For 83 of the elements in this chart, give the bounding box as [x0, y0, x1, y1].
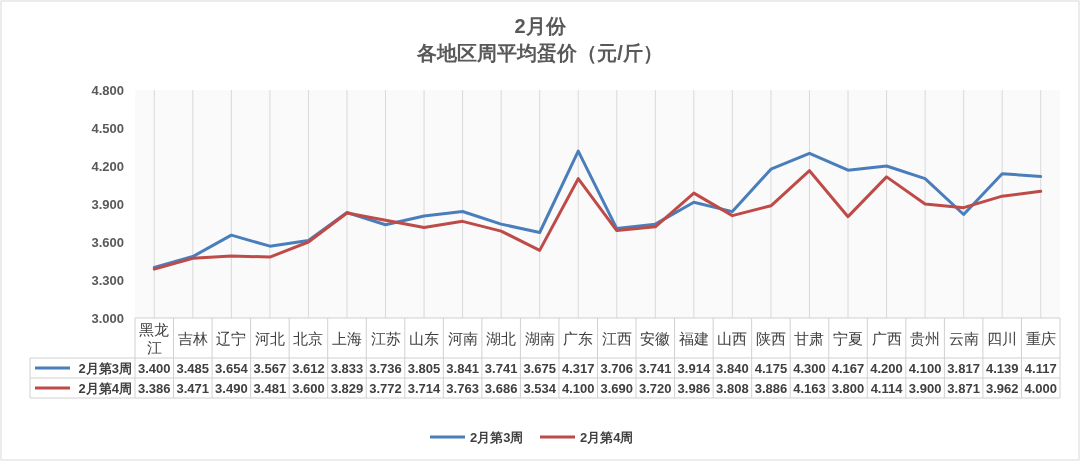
data-label: 3.886 [754, 381, 788, 396]
data-label: 3.833 [330, 361, 364, 376]
x-tick-label: 吉林 [177, 331, 208, 347]
x-tick-label: 福建 [678, 331, 709, 347]
data-label: 3.654 [215, 361, 249, 376]
legend-label: 2月第3周 [78, 361, 132, 376]
data-label: 4.114 [870, 381, 904, 396]
y-tick-label: 3.000 [91, 311, 124, 326]
x-tick-label: 辽宁 [216, 331, 247, 347]
data-label: 3.914 [677, 361, 711, 376]
x-tick-label: 重庆 [1025, 331, 1056, 347]
y-tick-label: 4.800 [91, 83, 124, 98]
data-label: 3.763 [446, 381, 479, 396]
x-tick-label: 河北 [254, 331, 285, 347]
data-label: 3.805 [407, 361, 441, 376]
title: 2月份 各地区周平均蛋价（元/斤） [417, 15, 663, 64]
x-tick-label: 广东 [563, 331, 594, 347]
data-label: 3.485 [176, 361, 210, 376]
data-label: 4.163 [793, 381, 826, 396]
data-label: 3.400 [138, 361, 171, 376]
x-tick-label: 四川 [987, 331, 1018, 347]
x-tick-label: 陕西 [755, 331, 786, 347]
data-label: 4.317 [561, 361, 595, 376]
data-label: 4.100 [908, 361, 942, 376]
data-label: 3.534 [523, 381, 557, 396]
data-label: 3.600 [292, 381, 325, 396]
x-tick-label: 山东 [409, 331, 440, 347]
data-label: 3.841 [446, 361, 479, 376]
x-tick-label: 黑龙江 [139, 322, 170, 356]
data-label: 3.720 [639, 381, 672, 396]
y-tick-label: 3.600 [91, 235, 124, 250]
x-tick-label: 湖北 [486, 331, 517, 347]
x-tick-label: 山西 [717, 331, 748, 347]
data-label: 3.800 [831, 381, 865, 396]
data-label: 3.817 [947, 361, 980, 376]
data-label: 4.000 [1024, 381, 1057, 396]
data-label: 3.675 [523, 361, 556, 376]
data-label: 3.481 [253, 381, 287, 396]
x-tick-label: 云南 [948, 331, 979, 347]
data-label: 3.567 [253, 361, 287, 376]
data-label: 3.871 [947, 381, 980, 396]
data-label: 3.962 [985, 381, 1019, 396]
x-tick-label: 贵州 [910, 331, 941, 347]
data-label: 3.741 [484, 361, 518, 376]
x-tick-label: 河南 [447, 331, 478, 347]
y-tick-label: 4.200 [91, 159, 124, 174]
x-tick-label: 广西 [871, 331, 902, 347]
y-tick-label: 3.300 [91, 273, 124, 288]
data-label: 3.772 [369, 381, 402, 396]
x-tick-label: 安徽 [640, 331, 671, 347]
data-label: 3.900 [908, 381, 942, 396]
data-label: 4.117 [1024, 361, 1057, 376]
data-label: 3.714 [407, 381, 442, 396]
data-label: 3.808 [716, 381, 749, 396]
data-label: 4.300 [793, 361, 826, 376]
data-label: 3.612 [292, 361, 325, 376]
data-label: 3.490 [215, 381, 248, 396]
data-label: 3.986 [677, 381, 711, 396]
data-label: 3.386 [138, 381, 171, 396]
x-tick-label: 上海 [331, 331, 362, 347]
data-label: 3.690 [600, 381, 634, 396]
data-label: 3.840 [716, 361, 749, 376]
data-label: 4.167 [831, 361, 865, 376]
data-label: 4.100 [561, 381, 595, 396]
y-tick-label: 4.500 [91, 121, 124, 136]
x-tick-label: 甘肃 [794, 331, 825, 347]
x-tick-label: 北京 [293, 331, 324, 347]
data-label: 4.175 [754, 361, 788, 376]
data-label: 4.200 [870, 361, 903, 376]
y-tick-label: 3.900 [91, 197, 124, 212]
x-tick-label: 湖南 [524, 331, 555, 347]
data-label: 3.686 [484, 381, 518, 396]
data-label: 3.736 [369, 361, 402, 376]
x-tick-label: 江苏 [370, 331, 401, 347]
x-tick-label: 宁夏 [833, 331, 864, 347]
data-label: 3.741 [639, 361, 672, 376]
legend-label: 2月第4周 [78, 381, 132, 396]
data-label: 3.471 [176, 381, 210, 396]
data-label: 4.139 [985, 361, 1019, 376]
legend: 2月第3周 2月第4周 [430, 430, 634, 445]
data-label: 3.829 [330, 381, 364, 396]
x-tick-label: 江西 [601, 331, 632, 347]
data-label: 3.706 [600, 361, 634, 376]
